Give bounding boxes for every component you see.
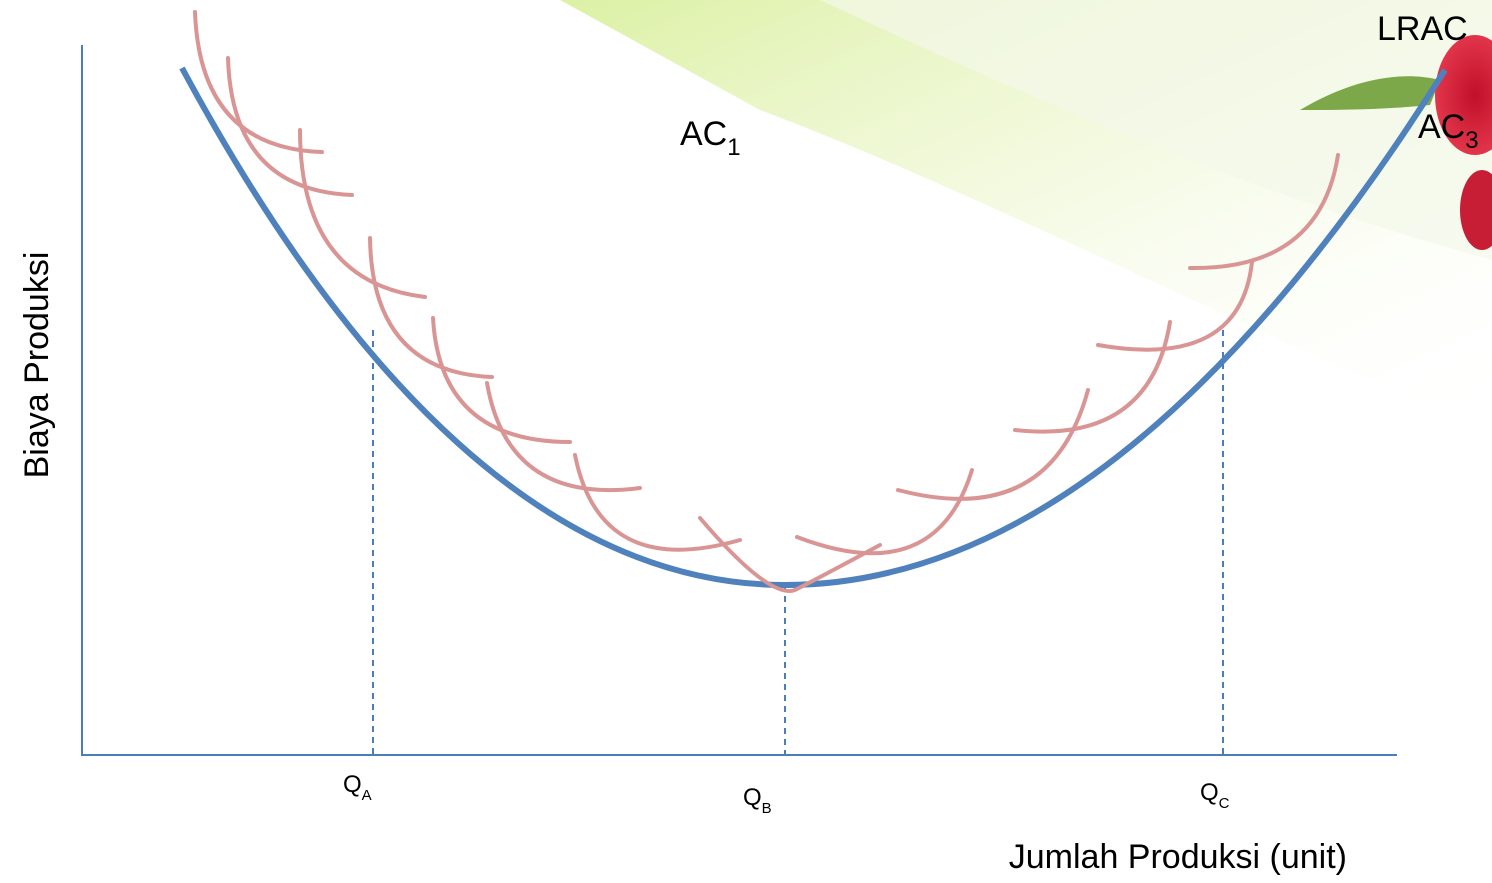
label-text: Q bbox=[343, 771, 362, 798]
label-sub: B bbox=[762, 800, 772, 817]
page: LRAC AC1 AC3 QA QB QC Jumlah Produksi (u… bbox=[0, 0, 1492, 883]
x-tick-label: QB bbox=[743, 784, 772, 817]
label-text: AC bbox=[680, 115, 727, 153]
label-sub: 1 bbox=[727, 134, 740, 161]
diagram: LRAC AC1 AC3 QA QB QC Jumlah Produksi (u… bbox=[0, 0, 1492, 883]
label-sub: 3 bbox=[1465, 127, 1478, 154]
srac-curve bbox=[370, 238, 492, 377]
label-text: Q bbox=[743, 784, 762, 811]
x-tick-label: QA bbox=[343, 771, 372, 804]
x-tick-label: QC bbox=[1200, 779, 1230, 812]
label-text: AC bbox=[1418, 108, 1465, 146]
label-sub: C bbox=[1219, 795, 1230, 812]
label-text: Q bbox=[1200, 779, 1219, 806]
ac1-label: AC1 bbox=[680, 115, 741, 161]
label-sub: A bbox=[362, 787, 372, 804]
srac-curve bbox=[433, 318, 570, 442]
srac-curve bbox=[300, 130, 425, 297]
srac-curve bbox=[1015, 322, 1170, 432]
guide-lines bbox=[373, 330, 1223, 755]
srac-curve bbox=[797, 470, 972, 553]
x-axis-label: Jumlah Produksi (unit) bbox=[1009, 838, 1347, 876]
srac-curve bbox=[898, 390, 1088, 499]
srac-curve bbox=[487, 383, 640, 490]
y-axis-label: Biaya Produksi bbox=[18, 252, 56, 479]
lrac-label: LRAC bbox=[1377, 10, 1468, 48]
